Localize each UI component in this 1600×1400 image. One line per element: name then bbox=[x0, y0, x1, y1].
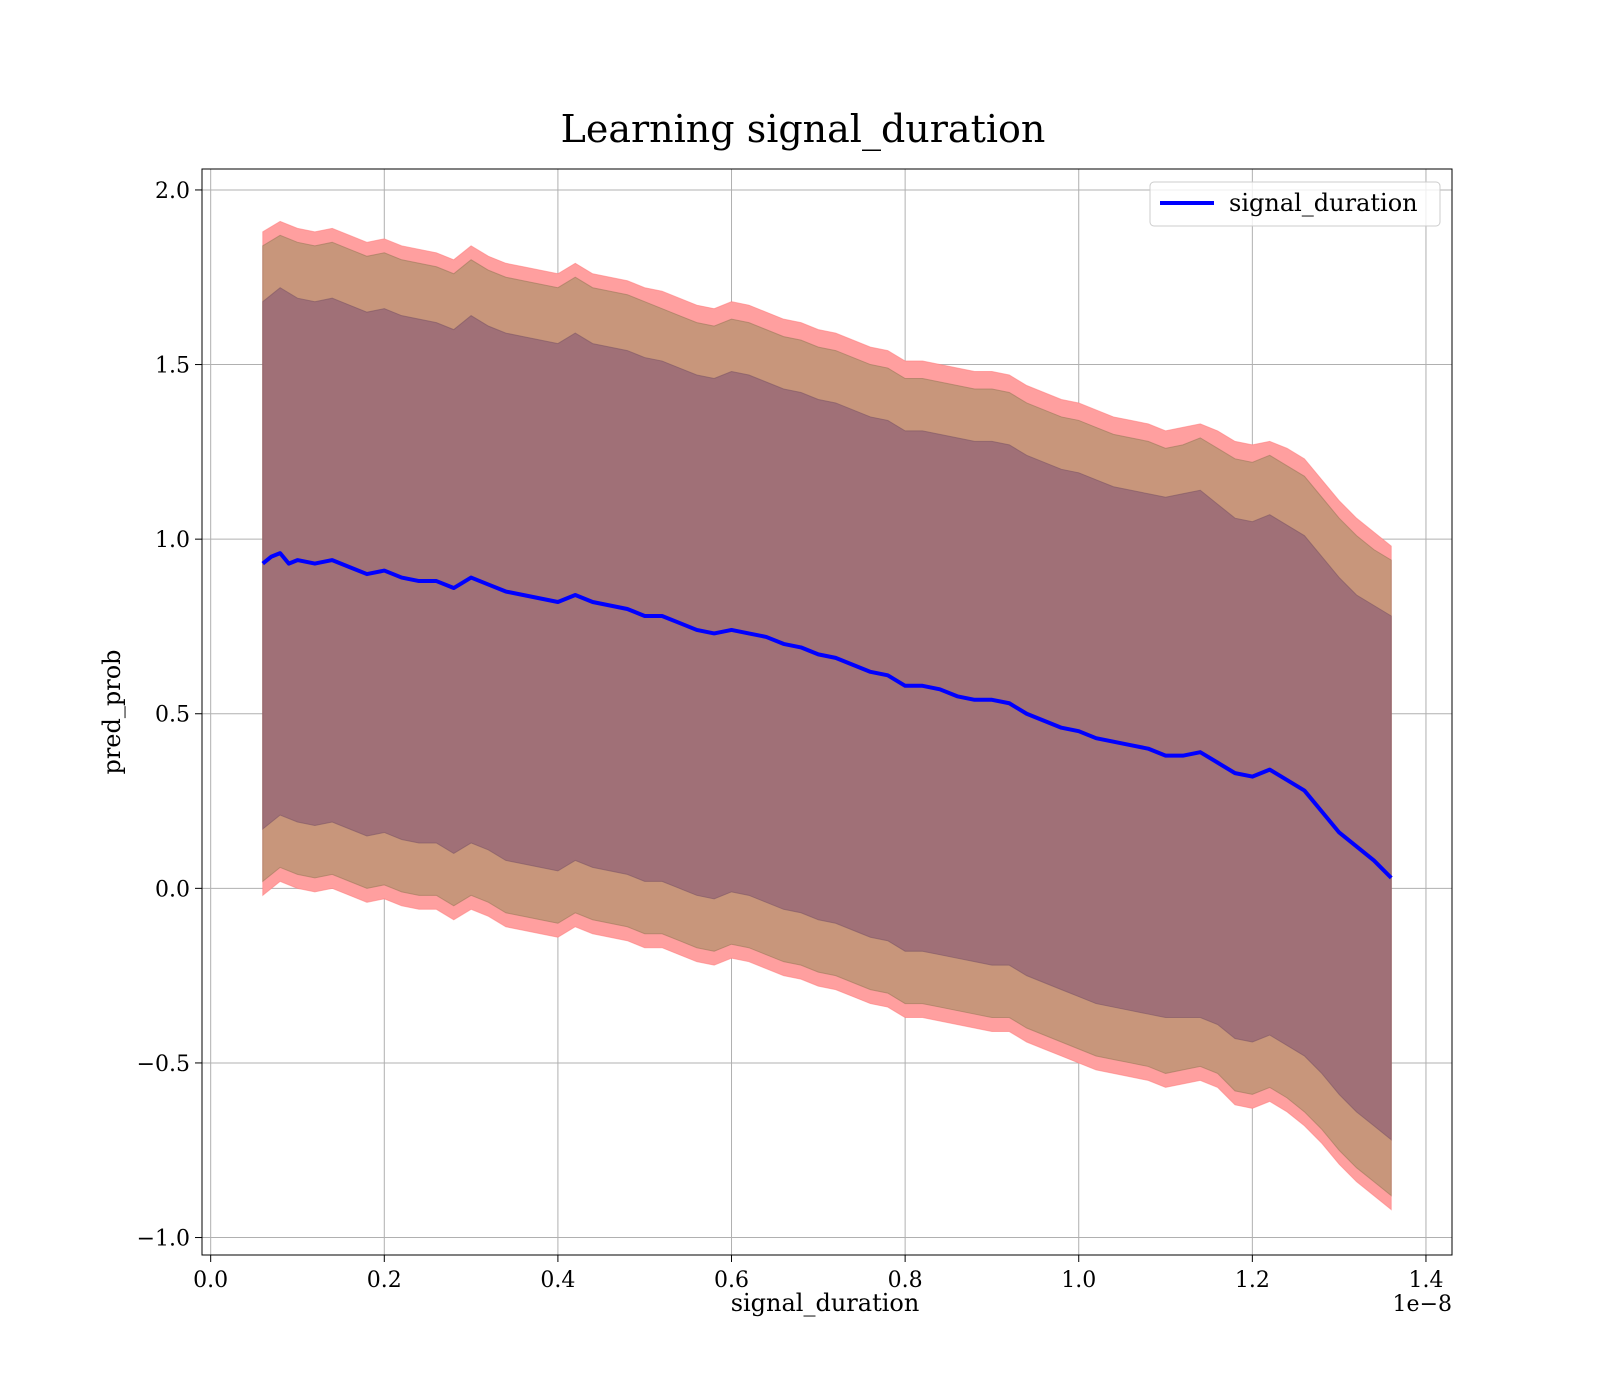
x-axis-label: signal_duration bbox=[731, 1289, 920, 1317]
y-tick-label: 0.0 bbox=[155, 877, 190, 902]
legend-box bbox=[1149, 181, 1441, 227]
y-tick-label: 0.5 bbox=[155, 703, 190, 728]
y-tick-label: 1.0 bbox=[155, 528, 190, 553]
x-tick-label: 0.0 bbox=[193, 1268, 228, 1293]
x-tick-label: 1.4 bbox=[1408, 1268, 1443, 1293]
y-axis-ticks: −1.0 −0.5 0.0 0.5 1.0 1.5 2.0 bbox=[137, 179, 202, 1252]
x-axis-ticks: 0.0 0.2 0.4 0.6 0.8 1.0 1.2 1.4 bbox=[193, 1255, 1443, 1293]
x-tick-label: 1.2 bbox=[1235, 1268, 1270, 1293]
y-axis-label: pred_prob bbox=[98, 649, 126, 774]
y-tick-label: −0.5 bbox=[137, 1052, 190, 1077]
x-tick-label: 1.0 bbox=[1061, 1268, 1096, 1293]
y-tick-label: −1.0 bbox=[137, 1227, 190, 1252]
y-tick-label: 2.0 bbox=[155, 179, 190, 204]
x-tick-label: 0.6 bbox=[714, 1268, 749, 1293]
chart-title: Learning signal_duration bbox=[561, 107, 1046, 152]
legend-label-signal-duration: signal_duration bbox=[1229, 189, 1418, 217]
uncertainty-bands bbox=[262, 220, 1392, 1211]
plot-frame bbox=[201, 168, 1453, 1256]
x-tick-label: 0.8 bbox=[888, 1268, 923, 1293]
x-axis-offset-text: 1e−8 bbox=[1393, 1292, 1452, 1317]
inner-band-area bbox=[262, 287, 1392, 1141]
x-tick-label: 0.2 bbox=[367, 1268, 402, 1293]
y-tick-label: 1.5 bbox=[155, 354, 190, 379]
series-lines bbox=[261, 551, 1393, 880]
x-tick-label: 0.4 bbox=[540, 1268, 575, 1293]
mean-line-signal-duration bbox=[261, 551, 1393, 880]
legend: signal_duration bbox=[1149, 181, 1441, 227]
